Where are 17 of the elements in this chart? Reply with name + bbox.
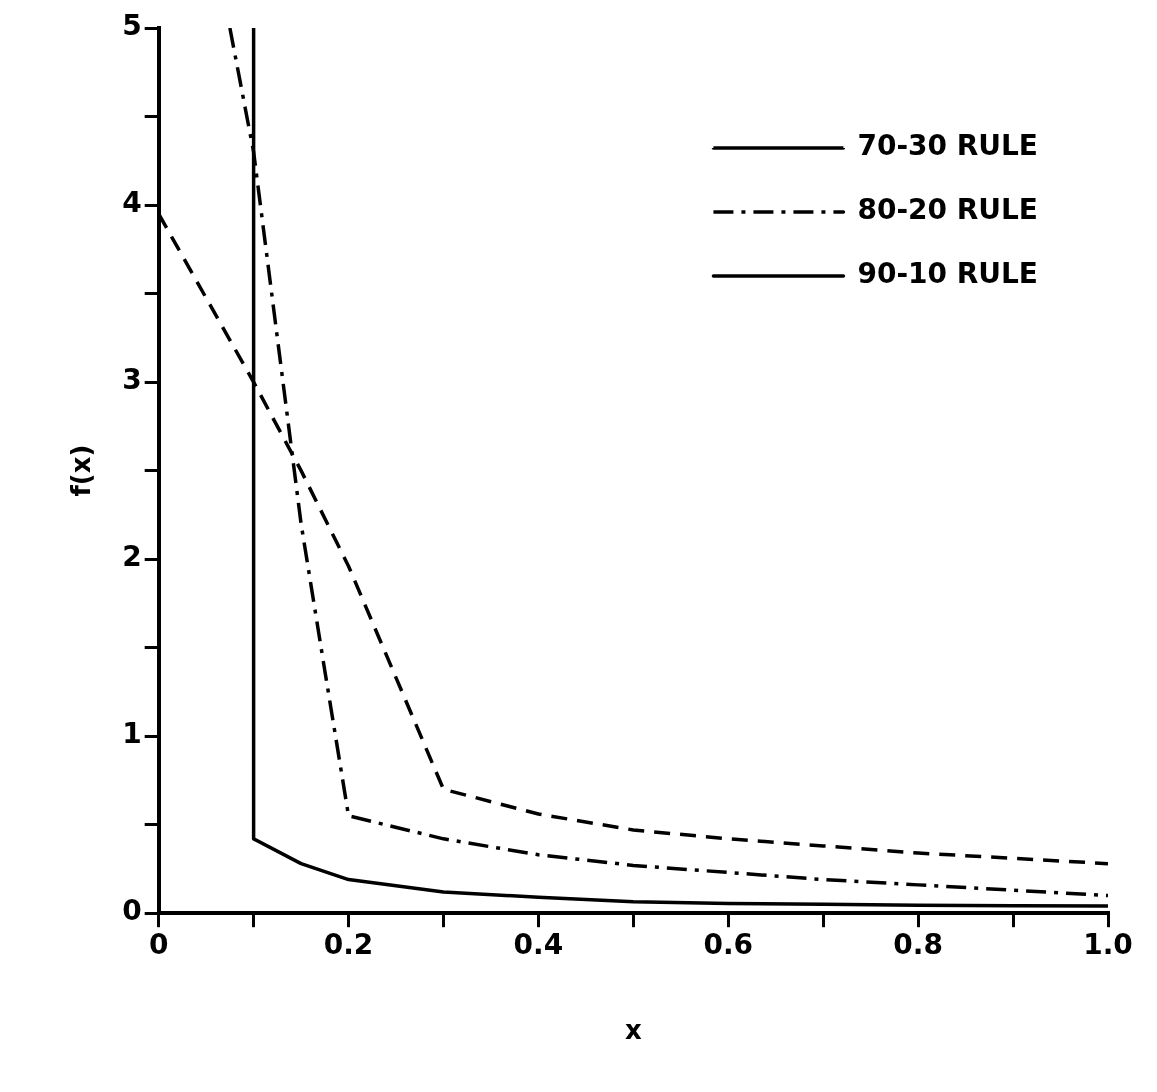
legend-label: 70-30 RULE bbox=[857, 129, 1039, 163]
legend-label: 90-10 RULE bbox=[857, 257, 1039, 291]
x-tick-label: 0.8 bbox=[893, 928, 943, 962]
x-tick-label: 0.2 bbox=[323, 928, 374, 962]
y-tick-label: 3 bbox=[122, 363, 142, 397]
y-axis-title: f(x) bbox=[66, 444, 97, 497]
y-tick-label: 1 bbox=[122, 717, 142, 751]
x-tick-label: 0.4 bbox=[513, 928, 564, 962]
x-tick-label: 0 bbox=[148, 928, 169, 962]
x-axis-title: x bbox=[624, 1015, 642, 1046]
x-tick-label: 1.0 bbox=[1083, 928, 1133, 962]
y-tick-label: 2 bbox=[122, 540, 142, 574]
y-tick-label: 5 bbox=[122, 9, 142, 43]
x-tick-label: 0.6 bbox=[703, 928, 754, 962]
legend-label: 80-20 RULE bbox=[857, 193, 1039, 227]
y-tick-label: 0 bbox=[122, 894, 142, 928]
y-tick-label: 4 bbox=[122, 186, 142, 220]
